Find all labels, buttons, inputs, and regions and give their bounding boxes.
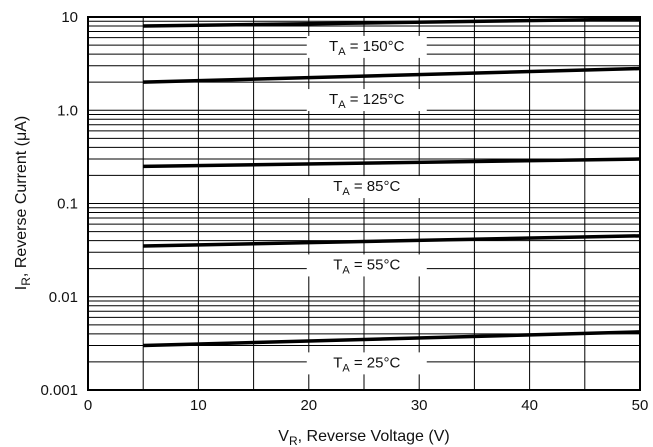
y-tick-label: 0.1: [57, 196, 78, 213]
series-line: [143, 17, 641, 28]
series-label-background: [306, 176, 427, 199]
x-tick-label: 20: [300, 397, 317, 414]
series-label: TA = 125°C: [329, 91, 405, 111]
plot-frame: [87, 16, 641, 391]
series-label-background: [306, 35, 427, 58]
y-tick-label: 0.01: [49, 289, 78, 306]
y-tick-label: 10: [61, 9, 78, 26]
x-axis-title: VR, Reverse Voltage (V): [278, 428, 449, 447]
grid: [88, 17, 640, 390]
series-label: TA = 25°C: [333, 354, 400, 374]
y-tick-label: 0.001: [40, 382, 78, 399]
tick-labels: 0 10 20 30 40 50 0.001 0.01 0.1 1.0 10: [40, 9, 648, 414]
series-line: [143, 234, 641, 248]
x-tick-label: 30: [411, 397, 428, 414]
x-tick-label: 0: [84, 397, 92, 414]
series-label: TA = 85°C: [333, 178, 400, 198]
series-label-background: [306, 89, 427, 112]
x-tick-label: 50: [632, 397, 649, 414]
series-line: [143, 330, 641, 348]
y-tick-label: 1.0: [57, 102, 78, 119]
series-labels: TA = 150°C TA = 125°C TA = 85°C TA = 55°C TA…: [306, 35, 427, 375]
series-lines: [143, 17, 641, 348]
series-line: [143, 157, 641, 169]
x-tick-label: 40: [521, 397, 538, 414]
y-axis-title: IR, Reverse Current (μA): [13, 116, 33, 290]
series-label-background: [306, 352, 427, 375]
x-tick-label: 10: [190, 397, 207, 414]
series-line: [143, 66, 641, 84]
series-label-background: [306, 254, 427, 277]
series-label: TA = 55°C: [333, 256, 400, 276]
series-label: TA = 150°C: [329, 38, 405, 58]
